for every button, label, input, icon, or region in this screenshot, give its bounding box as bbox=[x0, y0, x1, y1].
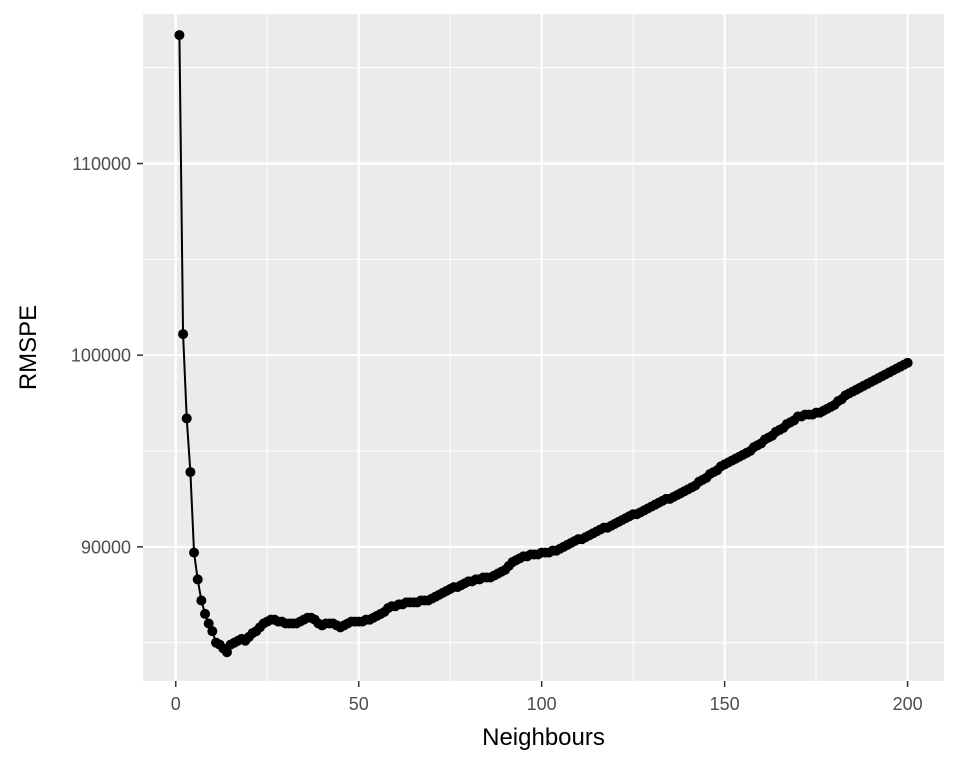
data-point bbox=[203, 618, 214, 629]
data-point bbox=[200, 608, 211, 619]
minor-gridlines bbox=[143, 14, 944, 681]
x-axis-ticks: 0 50 100 150 200 bbox=[171, 681, 923, 714]
data-point bbox=[221, 647, 232, 658]
y-axis-ticks: 90000 100000 110000 bbox=[71, 154, 143, 557]
data-point bbox=[185, 467, 196, 478]
data-point bbox=[174, 30, 185, 41]
x-tick-label: 200 bbox=[893, 694, 923, 714]
data-point bbox=[196, 595, 207, 606]
plot-panel bbox=[143, 14, 944, 681]
y-tick-label: 110000 bbox=[72, 154, 131, 174]
data-point bbox=[181, 413, 192, 424]
x-tick-label: 150 bbox=[710, 694, 740, 714]
x-axis-title: Neighbours bbox=[482, 724, 605, 751]
y-tick-label: 90000 bbox=[81, 537, 131, 557]
y-tick-label: 100000 bbox=[71, 346, 131, 366]
data-point bbox=[207, 626, 218, 637]
data-point bbox=[189, 547, 200, 558]
major-gridlines bbox=[143, 14, 944, 681]
x-tick-label: 100 bbox=[527, 694, 557, 714]
x-tick-label: 50 bbox=[349, 694, 369, 714]
data-point bbox=[902, 357, 913, 368]
y-axis-title: RMSPE bbox=[15, 305, 42, 390]
data-point bbox=[192, 574, 203, 585]
x-tick-label: 0 bbox=[171, 694, 181, 714]
rmspe-points bbox=[174, 30, 913, 658]
data-point bbox=[178, 329, 189, 340]
